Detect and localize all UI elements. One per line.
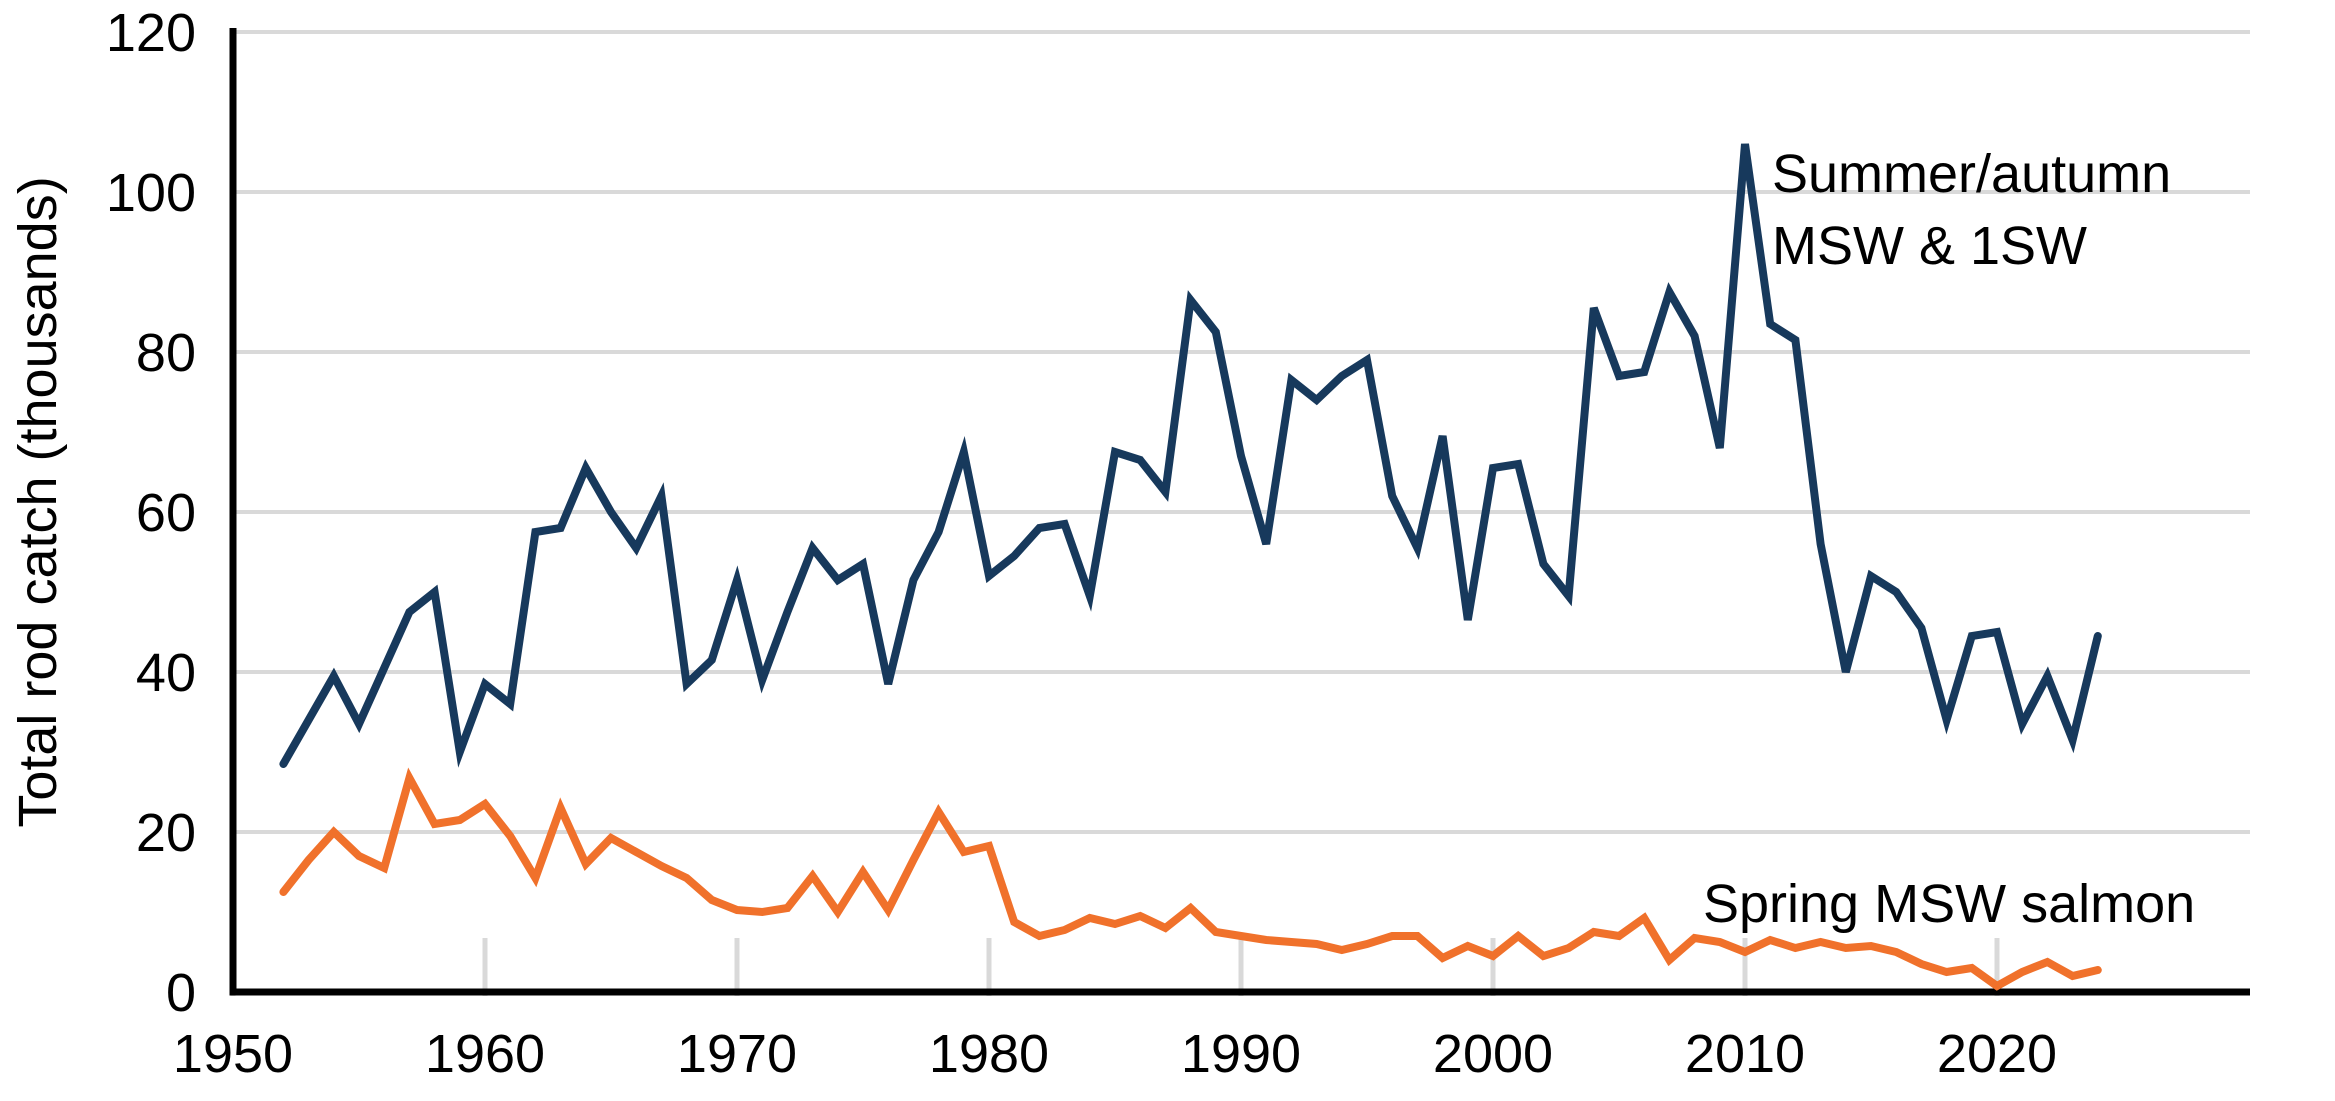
x-tick-label-1960: 1960 bbox=[425, 1024, 545, 1084]
y-tick-label-80: 80 bbox=[136, 323, 196, 383]
annotation-label-1: Spring MSW salmon bbox=[1703, 874, 2195, 934]
y-tick-label-40: 40 bbox=[136, 643, 196, 703]
x-axis-tick-labels: 1950 1960 1970 1980 1990 2000 2010 2020 bbox=[173, 1024, 2057, 1084]
y-tick-label-60: 60 bbox=[136, 483, 196, 543]
x-tick-label-1950: 1950 bbox=[173, 1024, 293, 1084]
y-tick-label-0: 0 bbox=[166, 963, 196, 1023]
y-tick-label-120: 120 bbox=[106, 3, 196, 63]
annotation-label-0: Summer/autumn MSW & 1SW bbox=[1772, 144, 2171, 276]
y-axis-tick-labels: 0 20 40 60 80 100 120 bbox=[106, 3, 196, 1023]
axes bbox=[229, 28, 2250, 996]
y-tick-label-20: 20 bbox=[136, 803, 196, 863]
series-line-spring-msw-salmon bbox=[279, 767, 2102, 991]
y-axis-title: Total rod catch (thousands) bbox=[8, 176, 68, 827]
x-tick-label-2000: 2000 bbox=[1433, 1024, 1553, 1084]
x-tick-label-1980: 1980 bbox=[929, 1024, 1049, 1084]
data-series bbox=[279, 143, 2102, 991]
x-tick-label-2020: 2020 bbox=[1937, 1024, 2057, 1084]
x-tick-label-1970: 1970 bbox=[677, 1024, 797, 1084]
series-line-summer-autumn-msw-1sw bbox=[279, 143, 2102, 768]
x-tick-label-2010: 2010 bbox=[1685, 1024, 1805, 1084]
x-tick-label-1990: 1990 bbox=[1181, 1024, 1301, 1084]
series-annotations: Summer/autumn MSW & 1SW Spring MSW salmon bbox=[1703, 144, 2195, 934]
y-tick-label-100: 100 bbox=[106, 163, 196, 223]
